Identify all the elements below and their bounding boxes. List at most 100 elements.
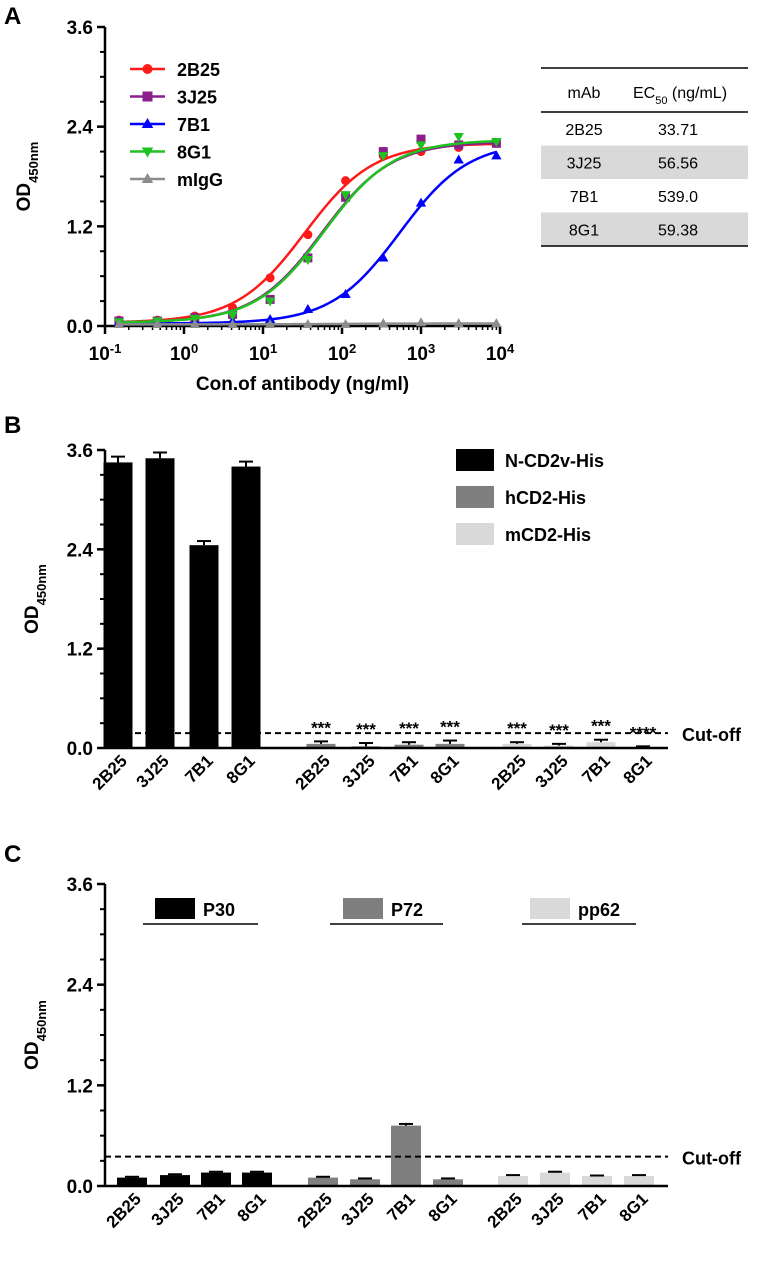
table-cell-mab: 7B1: [570, 189, 599, 206]
c-legend-swatch: [343, 898, 383, 919]
c-category-label: 2B25: [103, 1189, 145, 1231]
a-legend-label: 3J25: [177, 88, 217, 108]
a-x-tick-exp: 1: [270, 341, 277, 356]
b-category-label: 7B1: [181, 751, 216, 786]
table-header-mab: mAb: [568, 85, 601, 102]
a-y-tick-label: 3.6: [67, 18, 93, 39]
b-category-label: 3J25: [532, 751, 572, 791]
b-cutoff-label: Cut-off: [682, 725, 742, 745]
panel-b-label: B: [4, 412, 21, 439]
table-cell-ec50: 56.56: [658, 156, 698, 173]
a-x-tick-label: 102: [328, 341, 356, 366]
a-y-axis-label-sub: 450nm: [26, 142, 41, 183]
c-y-tick-label: 3.6: [67, 875, 93, 896]
table-cell-ec50: 59.38: [658, 223, 698, 240]
a-data-point: [378, 147, 388, 157]
a-y-axis-label: OD450nm: [14, 142, 41, 212]
c-category-label: 7B1: [193, 1189, 228, 1224]
b-y-axis-label-main: OD: [22, 605, 43, 634]
c-category-label: 2B25: [484, 1189, 526, 1231]
c-category-label: 7B1: [383, 1189, 418, 1224]
b-legend: N-CD2v-His hCD2-His mCD2-His: [456, 449, 604, 545]
b-group-hcd2-his: *** 2B25 *** 3J25 *** 7B1 *** 8G1: [292, 718, 465, 794]
a-x-tick-base: 10: [249, 344, 270, 365]
c-bar: [117, 1177, 147, 1186]
a-y-tick-label: 2.4: [67, 118, 94, 139]
a-data-point: [491, 138, 502, 148]
a-data-point: [378, 152, 389, 162]
b-category-label: 8G1: [620, 751, 656, 787]
a-x-tick-label: 10-1: [89, 341, 122, 366]
table-header-ec50: EC50 (ng/mL): [633, 85, 727, 107]
b-category-label: 7B1: [386, 751, 421, 786]
b-bar: [435, 743, 465, 748]
c-y-axis-label-main: OD: [22, 1041, 43, 1070]
table-row-shade: [541, 212, 748, 246]
a-legend-marker: [141, 118, 154, 128]
b-category-label: 2B25: [488, 751, 530, 793]
c-group-p30: 2B25 3J25 7B1 8G1: [103, 1170, 272, 1232]
b-legend-label: N-CD2v-His: [505, 451, 604, 471]
a-data-point: [415, 317, 427, 327]
b-significance: ***: [311, 718, 331, 737]
a-x-tick-base: 10: [89, 344, 110, 365]
a-data-point: [415, 197, 427, 207]
table-cell-mab: 3J25: [567, 156, 602, 173]
b-significance: ****: [630, 723, 657, 742]
b-category-label: 8G1: [223, 751, 259, 787]
a-data-point: [264, 297, 276, 307]
b-significance: ***: [356, 720, 376, 739]
b-legend-swatch: [456, 523, 494, 545]
a-data-point: [378, 318, 389, 328]
a-x-tick-label: 100: [170, 341, 198, 366]
b-bar: [103, 462, 133, 748]
a-data-point: [340, 289, 351, 299]
b-legend-swatch: [456, 449, 494, 471]
b-group-n-cd2v-his: 2B25 3J25 7B1 8G1: [89, 451, 261, 794]
c-category-label: 8G1: [616, 1189, 652, 1225]
b-y-tick-label: 2.4: [67, 540, 94, 561]
a-data-point: [491, 150, 502, 160]
a-series-8g1: [113, 133, 502, 328]
c-bar: [350, 1179, 380, 1186]
a-x-tick-exp: -1: [110, 341, 122, 356]
b-significance: ***: [440, 718, 460, 737]
c-group-pp62: 2B25 3J25 7B1 8G1: [484, 1170, 654, 1232]
b-y-tick-label: 0.0: [67, 739, 93, 760]
a-data-point: [264, 313, 276, 323]
c-category-label: 8G1: [425, 1189, 461, 1225]
b-bar: [394, 744, 424, 748]
b-bar: [306, 743, 336, 748]
a-data-point: [378, 252, 389, 262]
panel-a-label: A: [4, 3, 21, 30]
a-series-migg: [113, 317, 502, 328]
a-data-point: [265, 273, 275, 283]
b-category-label: 8G1: [427, 751, 463, 787]
b-category-label: 3J25: [339, 751, 379, 791]
b-significance: ***: [549, 721, 569, 740]
a-x-tick-base: 10: [407, 344, 428, 365]
c-bar: [624, 1175, 654, 1186]
a-legend-label: 2B25: [177, 60, 220, 80]
c-category-label: 3J25: [528, 1189, 568, 1229]
a-data-point: [113, 318, 125, 328]
b-bar: [145, 458, 175, 748]
b-y-tick-label: 1.2: [67, 640, 93, 661]
a-data-point: [453, 154, 464, 164]
c-legend-label: pp62: [578, 900, 620, 920]
a-data-point: [415, 141, 427, 151]
a-data-point: [340, 191, 351, 201]
a-x-tick-label: 104: [486, 341, 515, 366]
b-y-axis-label-sub: 450nm: [34, 564, 49, 605]
c-group-p72: 2B25 3J25 7B1 8G1: [294, 1122, 463, 1232]
b-significance: ***: [399, 719, 419, 738]
a-x-tick-base: 10: [328, 344, 349, 365]
a-data-point: [340, 318, 351, 328]
a-x-tick-exp: 3: [428, 341, 435, 356]
b-bar: [502, 743, 532, 748]
b-y-tick-label: 3.6: [67, 441, 93, 462]
a-data-point: [416, 134, 426, 144]
a-data-point: [454, 140, 464, 150]
a-x-tick-base: 10: [486, 344, 507, 365]
